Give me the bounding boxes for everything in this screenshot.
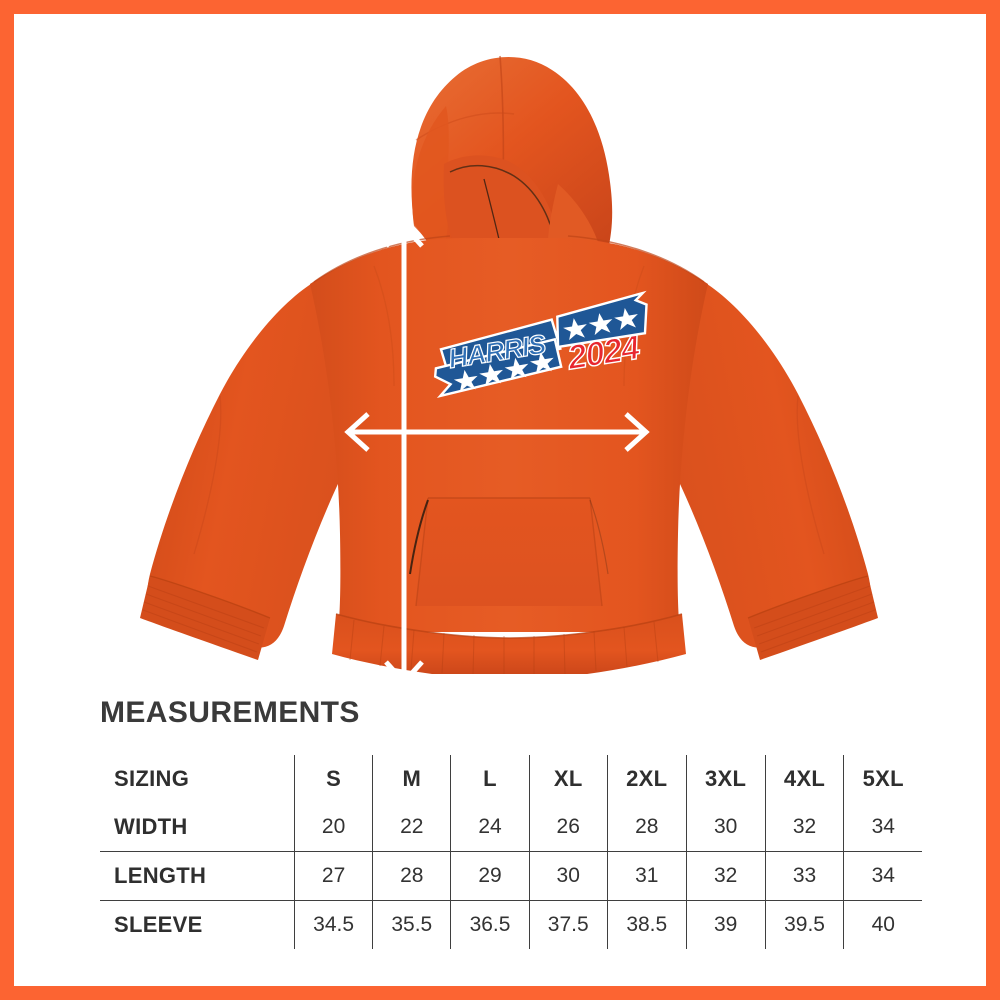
table-cell-length-5xl: 34: [843, 851, 922, 901]
table-cell-sleeve-5xl: 40: [871, 913, 895, 936]
table-cell-width-l: 24: [450, 803, 530, 852]
hoodie-body: [310, 235, 708, 674]
product-card-frame: HARRIS 2024: [14, 14, 986, 986]
table-cell-length-s: 27: [294, 851, 374, 901]
hoodie-left-sleeve: [140, 282, 384, 660]
table-cell-sleeve-4xl: 39.5: [765, 900, 845, 949]
table-row-header-width: WIDTH: [100, 803, 295, 852]
table-cell-sleeve-s: 34.5: [294, 900, 374, 949]
table-row-header-sleeve: SLEEVE: [100, 900, 295, 949]
table-cell-length-3xl: 32: [686, 851, 766, 901]
table-col-header-m: M: [372, 755, 452, 803]
table-row: LENGTH 27 28 29 30 31 32 33 34: [100, 851, 922, 901]
table-col-header-s: S: [294, 755, 374, 803]
width-measure-arrow: [344, 412, 650, 452]
table-cell-width-s: 20: [294, 803, 374, 852]
table-col-header-l: L: [450, 755, 530, 803]
chest-print-logo: HARRIS 2024: [433, 290, 648, 399]
table-body: WIDTH 20 22 24 26 28 30 32 34 LENGTH 27 28 29 30 31 32 3…: [100, 803, 922, 949]
table-cell-length-2xl: 31: [607, 851, 687, 901]
size-chart-table: SIZING S M L XL 2XL 3XL 4XL 5XL WIDTH 20 22 24 26 28 3…: [100, 755, 922, 949]
table-cell-width-4xl: 32: [765, 803, 845, 852]
table-cell-length-xl: 30: [529, 851, 608, 901]
table-cell-sleeve-l: 36.5: [450, 900, 530, 949]
table-cell-width-5xl: 34: [843, 803, 922, 852]
table-cell-sleeve-m: 35.5: [372, 900, 452, 949]
table-cell-width-m: 22: [372, 803, 452, 852]
table-cell-width-3xl: 30: [686, 803, 766, 852]
table-row: WIDTH 20 22 24 26 28 30 32 34: [100, 803, 922, 852]
table-cell-length-m: 28: [372, 851, 452, 901]
table-cell-sleeve-2xl: 38.5: [607, 900, 687, 949]
table-cell-sleeve-3xl: 39: [686, 900, 766, 949]
table-col-header-4xl: 4XL: [765, 755, 845, 803]
measurement-guides: [344, 222, 650, 674]
table-cell-width-xl: 26: [529, 803, 608, 852]
table-cell-length-l: 29: [450, 851, 530, 901]
product-image: HARRIS 2024: [14, 14, 986, 674]
table-header-row: SIZING S M L XL 2XL 3XL 4XL 5XL: [100, 755, 922, 803]
table-col-header-2xl: 2XL: [607, 755, 687, 803]
table-col-header-xl: XL: [529, 755, 608, 803]
table-cell-width-2xl: 28: [607, 803, 687, 852]
table-cell-sleeve-xl: 37.5: [529, 900, 608, 949]
hoodie-right-sleeve: [634, 282, 878, 660]
length-measure-arrow: [384, 222, 424, 674]
table-cell-length-4xl: 33: [765, 851, 845, 901]
table-col-header-3xl: 3XL: [686, 755, 766, 803]
table-row: SLEEVE 34.5 35.5 36.5 37.5 38.5 39 39.5 40: [100, 900, 922, 949]
page-title: MEASUREMENTS: [100, 696, 360, 729]
table-col-header-5xl: 5XL: [862, 766, 904, 791]
table-row-header-length: LENGTH: [100, 851, 295, 901]
table-col-header-sizing: SIZING: [100, 755, 295, 803]
